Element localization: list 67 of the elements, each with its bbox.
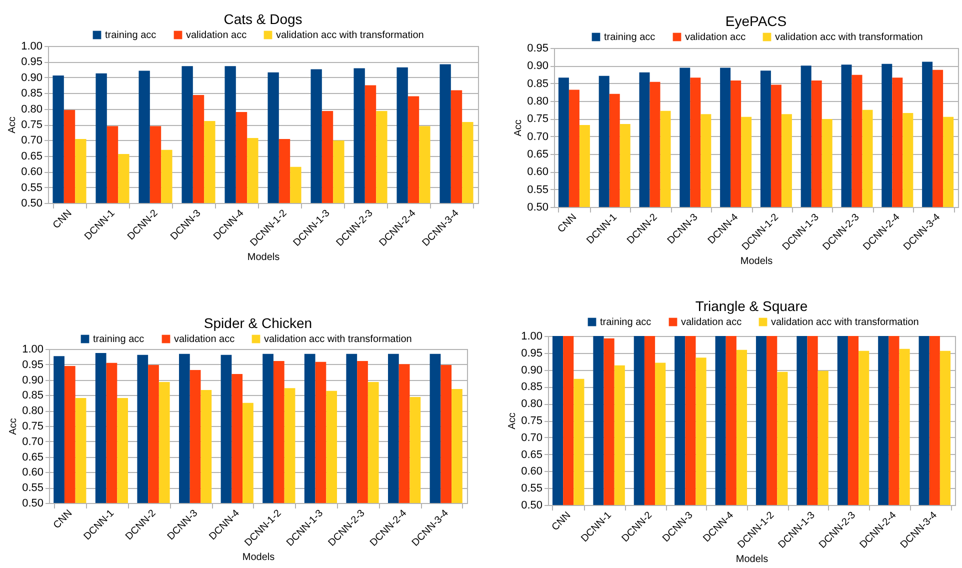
y-tick-label: 0.95 xyxy=(521,347,542,360)
y-tick-label: 0.80 xyxy=(22,405,44,418)
chart-title: EyePACS xyxy=(725,13,787,29)
y-tick-label: 0.50 xyxy=(22,498,44,510)
legend-label: training acc xyxy=(604,32,656,43)
y-tick-label: 0.65 xyxy=(22,451,44,464)
y-tick-label: 0.55 xyxy=(521,482,542,495)
y-tick-label: 0.70 xyxy=(21,134,42,147)
legend-label: validation acc with transformation xyxy=(276,30,424,41)
y-tick-label: 0.50 xyxy=(527,202,548,214)
y-tick-label: 0.65 xyxy=(521,448,542,461)
y-tick-label: 0.90 xyxy=(22,374,44,386)
legend-label: training acc xyxy=(105,30,156,41)
y-tick-label: 0.90 xyxy=(21,72,42,84)
y-tick-label: 0.75 xyxy=(22,420,44,432)
x-axis-title: Models xyxy=(242,552,275,564)
y-tick-label: 0.60 xyxy=(21,166,42,178)
legend-label: validation acc with transformation xyxy=(775,32,923,43)
y-tick-label: 0.75 xyxy=(521,415,542,427)
legend-label: validation acc xyxy=(174,334,235,345)
y-tick-label: 0.55 xyxy=(22,482,44,494)
y-axis-title: Acc xyxy=(8,418,20,435)
y-tick-label: 0.65 xyxy=(21,150,42,162)
x-axis-title: Models xyxy=(740,256,773,268)
y-tick-label: 0.75 xyxy=(21,119,42,131)
y-tick-label: 0.80 xyxy=(527,96,548,108)
x-axis-title: Models xyxy=(247,252,280,264)
y-tick-label: 0.80 xyxy=(521,398,542,410)
y-tick-label: 0.65 xyxy=(527,148,548,160)
y-tick-label: 0.60 xyxy=(521,466,542,478)
y-tick-label: 0.70 xyxy=(527,130,548,143)
y-tick-label: 0.85 xyxy=(22,390,44,402)
y-tick-label: 0.50 xyxy=(21,198,42,210)
y-tick-label: 0.60 xyxy=(527,166,548,178)
chart-title: Cats & Dogs xyxy=(224,11,302,27)
y-tick-label: 1.00 xyxy=(22,344,44,356)
y-axis-title: Acc xyxy=(7,116,18,134)
y-tick-label: 0.90 xyxy=(521,364,542,376)
legend-label: validation acc xyxy=(685,32,746,43)
y-tick-label: 0.75 xyxy=(527,113,548,126)
legend-label: validation acc xyxy=(681,317,742,328)
y-axis-title: Acc xyxy=(507,412,518,430)
y-tick-label: 0.85 xyxy=(21,88,42,100)
y-tick-label: 0.70 xyxy=(521,432,542,444)
y-tick-label: 0.95 xyxy=(21,56,42,68)
y-tick-label: 0.95 xyxy=(527,42,548,54)
legend-label: validation acc with transformation xyxy=(771,317,919,328)
y-tick-label: 0.60 xyxy=(22,466,44,479)
y-tick-label: 0.55 xyxy=(527,184,548,196)
legend-label: validation acc with transformation xyxy=(264,334,412,345)
y-tick-label: 0.90 xyxy=(527,60,548,72)
y-tick-label: 0.85 xyxy=(521,381,542,394)
y-tick-label: 0.95 xyxy=(22,358,44,371)
y-axis-title: Acc xyxy=(513,120,524,136)
legend-label: training acc xyxy=(93,334,144,345)
y-tick-label: 0.85 xyxy=(527,78,548,90)
x-axis-title: Models xyxy=(736,554,768,566)
y-tick-label: 1.00 xyxy=(21,40,42,52)
y-tick-label: 0.55 xyxy=(21,182,42,194)
y-tick-label: 0.80 xyxy=(21,103,42,116)
y-tick-label: 1.00 xyxy=(521,330,542,342)
y-tick-label: 0.50 xyxy=(521,500,542,512)
legend-label: validation acc xyxy=(186,30,247,41)
legend-label: training acc xyxy=(600,317,652,328)
chart-title: Triangle & Square xyxy=(695,298,808,314)
y-tick-label: 0.70 xyxy=(22,436,44,448)
chart-title: Spider & Chicken xyxy=(204,315,312,331)
